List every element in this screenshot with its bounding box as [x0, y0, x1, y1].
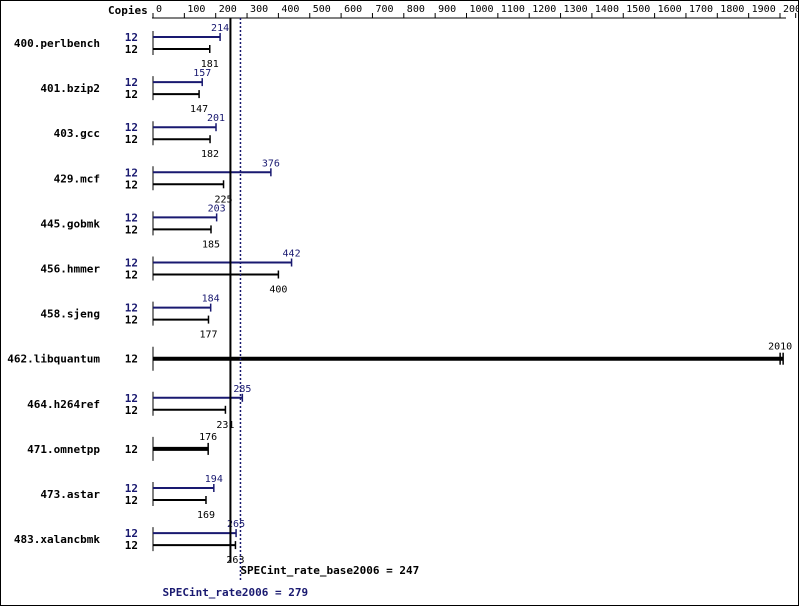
peak-copies-label: 12 — [125, 257, 138, 270]
base-value-label: 400 — [269, 285, 287, 296]
x-tick-label: 700 — [375, 4, 393, 15]
benchmark-label: 401.bzip2 — [40, 82, 100, 95]
peak-copies-label: 12 — [125, 527, 138, 540]
base-copies-label: 12 — [125, 43, 138, 56]
benchmark-label: 429.mcf — [54, 172, 100, 185]
x-tick-label: 600 — [344, 4, 362, 15]
x-tick-label: 500 — [313, 4, 331, 15]
benchmark-label: 458.sjeng — [40, 308, 100, 321]
peak-value-label: 376 — [262, 158, 280, 169]
peak-copies-label: 12 — [125, 392, 138, 405]
peak-value-label: 194 — [205, 474, 223, 485]
base-copies-label: 12 — [125, 269, 138, 282]
x-tick-label: 300 — [250, 4, 268, 15]
peak-copies-label: 12 — [125, 76, 138, 89]
peak-copies-label: 12 — [125, 302, 138, 315]
base-value-label: 225 — [215, 194, 233, 205]
x-tick-label: 1800 — [720, 4, 744, 15]
x-tick-label: 400 — [281, 4, 299, 15]
x-tick-label: 1600 — [658, 4, 682, 15]
base-value-label: 181 — [201, 59, 219, 70]
x-tick-label: 1100 — [501, 4, 525, 15]
benchmark-label: 471.omnetpp — [27, 443, 100, 456]
x-tick-label: 1400 — [595, 4, 619, 15]
combined-copies-label: 12 — [125, 353, 138, 366]
base-value-label: 231 — [216, 420, 234, 431]
peak-reference-label: SPECint_rate2006 = 279 — [162, 586, 308, 599]
x-tick-label: 900 — [438, 4, 456, 15]
base-copies-label: 12 — [125, 88, 138, 101]
benchmark-label: 473.astar — [40, 488, 100, 501]
base-copies-label: 12 — [125, 133, 138, 146]
x-tick-label: 1500 — [626, 4, 650, 15]
peak-value-label: 184 — [202, 294, 220, 305]
base-value-label: 169 — [197, 510, 215, 521]
base-reference-label: SPECint_rate_base2006 = 247 — [240, 564, 419, 577]
base-copies-label: 12 — [125, 494, 138, 507]
x-tick-label: 1700 — [689, 4, 713, 15]
base-value-label: 177 — [199, 330, 217, 341]
benchmark-label: 445.gobmk — [40, 217, 100, 230]
combined-value-label: 2010 — [768, 342, 792, 353]
x-tick-label: 1300 — [564, 4, 588, 15]
base-copies-label: 12 — [125, 539, 138, 552]
x-tick-label: 200 — [219, 4, 237, 15]
reference-lines: SPECint_rate_base2006 = 247 SPECint_rate2… — [162, 18, 419, 599]
base-value-label: 182 — [201, 149, 219, 160]
benchmark-label: 456.hmmer — [40, 263, 100, 276]
peak-value-label: 157 — [193, 68, 211, 79]
peak-copies-label: 12 — [125, 211, 138, 224]
base-copies-label: 12 — [125, 404, 138, 417]
benchmark-label: 483.xalancbmk — [14, 533, 100, 546]
x-tick-label: 2000 — [783, 4, 799, 15]
benchmark-label: 462.libquantum — [7, 353, 100, 366]
combined-value-label: 176 — [199, 432, 217, 443]
peak-value-label: 214 — [211, 23, 229, 34]
peak-value-label: 265 — [227, 519, 245, 530]
benchmark-label: 403.gcc — [54, 127, 100, 140]
x-axis-label: Copies — [108, 4, 148, 17]
base-copies-label: 12 — [125, 314, 138, 327]
x-axis-ticks: 0 100 200 300 400 500 600 700 800 900 1000 1100 1200… — [152, 4, 799, 18]
peak-value-label: 201 — [207, 113, 225, 124]
x-tick-label: 100 — [187, 4, 205, 15]
x-tick-label: 1900 — [752, 4, 776, 15]
benchmark-label: 464.h264ref — [27, 398, 100, 411]
peak-value-label: 285 — [233, 384, 251, 395]
base-copies-label: 12 — [125, 178, 138, 191]
peak-copies-label: 12 — [125, 121, 138, 134]
x-tick-label: 800 — [407, 4, 425, 15]
peak-copies-label: 12 — [125, 166, 138, 179]
peak-copies-label: 12 — [125, 31, 138, 44]
x-tick-label: 0 — [156, 4, 162, 15]
peak-value-label: 442 — [283, 249, 301, 260]
combined-copies-label: 12 — [125, 443, 138, 456]
base-value-label: 263 — [226, 555, 244, 566]
base-value-label: 147 — [190, 104, 208, 115]
peak-value-label: 203 — [208, 203, 226, 214]
base-value-label: 185 — [202, 239, 220, 250]
x-tick-label: 1200 — [532, 4, 556, 15]
base-copies-label: 12 — [125, 223, 138, 236]
benchmark-label: 400.perlbench — [14, 37, 100, 50]
peak-copies-label: 12 — [125, 482, 138, 495]
x-tick-label: 1000 — [470, 4, 494, 15]
